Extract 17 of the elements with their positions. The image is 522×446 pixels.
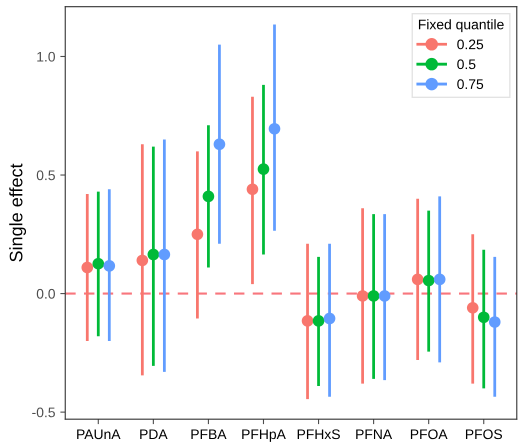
- x-tick-label: PFHpA: [242, 429, 286, 442]
- y-tick-label: -0.5: [32, 407, 55, 418]
- legend-label: 0.5: [457, 59, 476, 70]
- y-tick-label: 1.0: [37, 52, 55, 62]
- x-tick-label: PFHxS: [298, 429, 340, 440]
- x-tick-label: PFBA: [191, 429, 227, 440]
- legend-label: 0.25: [457, 39, 484, 50]
- x-tick-label: PFOS: [466, 429, 502, 440]
- x-tick-label: PDA: [140, 429, 168, 440]
- y-axis-title: Single effect: [9, 164, 26, 262]
- legend-label: 0.75: [457, 79, 484, 90]
- x-tick-label: PAUnA: [77, 429, 121, 440]
- x-tick-label: PFNA: [356, 429, 392, 440]
- x-tick-label: PFOA: [410, 429, 448, 440]
- y-tick-label: 0.5: [36, 170, 55, 180]
- legend-title: Fixed quantile: [418, 19, 504, 32]
- y-tick-label: 0.0: [36, 288, 55, 299]
